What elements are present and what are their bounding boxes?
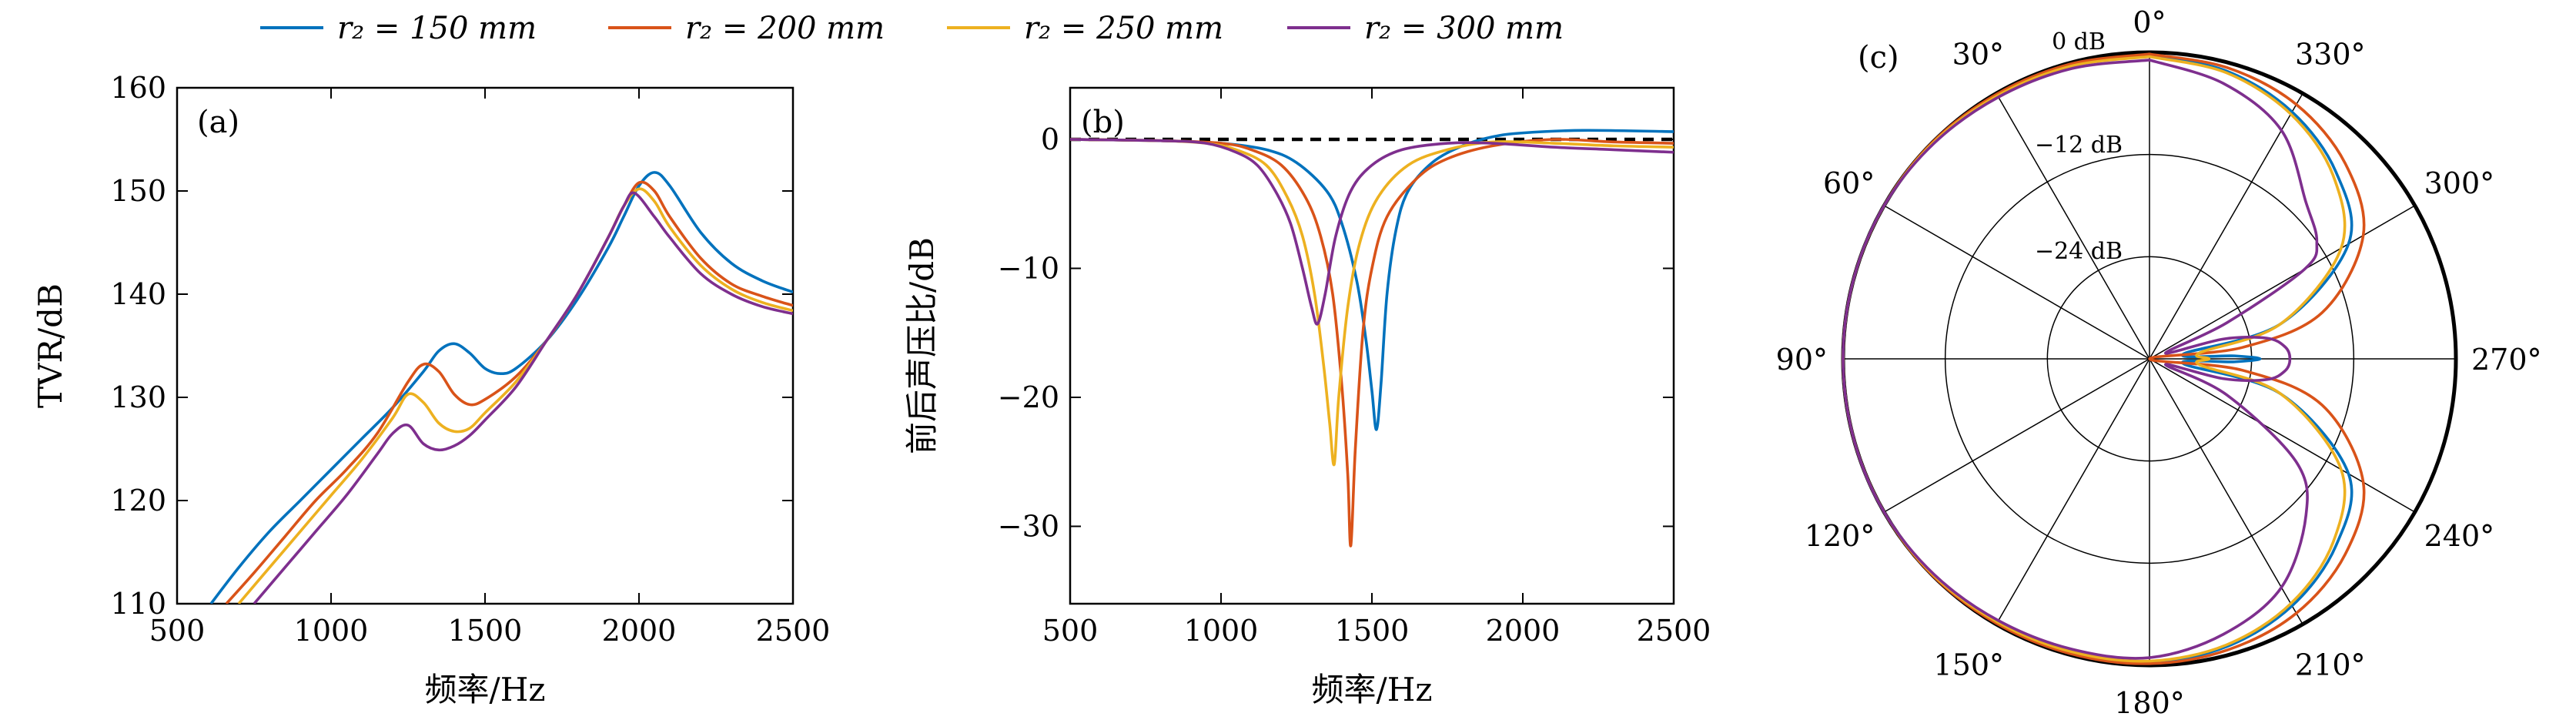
legend-label-0: r₂ = 150 mm <box>337 11 537 46</box>
series-line-0 <box>209 171 793 604</box>
panel-a-xlabel: 频率/Hz <box>425 671 546 708</box>
series-line-1 <box>1070 138 1674 548</box>
ytick-label: 160 <box>110 71 166 105</box>
polar-ring-label: −12 dB <box>2035 132 2123 159</box>
panel-c-directivity: (c) 0° 30° 60° 90° 120° 150° 180° 210° 240° 270° 3… <box>1776 5 2542 720</box>
xtick-label: 1000 <box>1184 614 1259 648</box>
panel-a-ticks: 500 1000 1500 2000 2500 110 120 130 140 150 160 <box>110 71 830 648</box>
xtick-label: 1500 <box>1335 614 1410 648</box>
polar-spoke <box>1996 358 2150 625</box>
polar-spoke <box>2149 358 2303 625</box>
xtick-label: 2000 <box>602 614 677 648</box>
polar-angle-label: 270° <box>2471 343 2542 377</box>
panel-b-label: (b) <box>1081 105 1125 140</box>
series-line-2 <box>237 187 793 604</box>
series-line-2 <box>1070 138 1674 467</box>
panel-b-series <box>1070 129 1674 548</box>
legend-label-2: r₂ = 250 mm <box>1024 11 1223 46</box>
xtick-label: 2500 <box>1637 614 1711 648</box>
polar-spoke <box>1883 358 2150 513</box>
series-line-3 <box>253 191 793 604</box>
polar-angle-label: 30° <box>1952 37 2004 71</box>
panel-c-labels: 0° 30° 60° 90° 120° 150° 180° 210° 240° 270° 300° 3… <box>1776 5 2542 720</box>
polar-spoke <box>1883 205 2150 360</box>
polar-series-3 <box>1842 59 2319 660</box>
xtick-label: 2500 <box>756 614 831 648</box>
legend-label-3: r₂ = 300 mm <box>1364 11 1564 46</box>
polar-angle-label: 180° <box>2114 686 2185 720</box>
panel-a-tvr: (a) 频率/Hz TVR/dB 500 1000 1500 2000 2500 110 1… <box>32 71 830 708</box>
legend: r₂ = 150 mm r₂ = 200 mm r₂ = 250 mm r₂ = 30… <box>260 11 1564 46</box>
xtick-label: 1000 <box>294 614 369 648</box>
polar-angle-label: 150° <box>1933 648 2004 682</box>
polar-ring-label: −24 dB <box>2035 238 2123 265</box>
ytick-label: 0 <box>1041 122 1059 156</box>
ytick-label: 130 <box>110 380 166 414</box>
polar-angle-label: 300° <box>2424 166 2495 200</box>
polar-spoke <box>2149 358 2416 513</box>
series-line-3 <box>1070 138 1674 326</box>
ytick-label: −30 <box>998 510 1059 544</box>
panel-a-ylabel: TVR/dB <box>32 283 69 408</box>
ytick-label: −10 <box>998 252 1059 286</box>
polar-angle-label: 0° <box>2133 5 2166 39</box>
panel-b-xlabel: 频率/Hz <box>1312 671 1433 708</box>
polar-angle-label: 120° <box>1805 519 1875 553</box>
series-line-0 <box>1070 129 1674 431</box>
polar-spoke <box>2149 92 2303 360</box>
polar-spoke <box>1996 92 2150 360</box>
legend-label-1: r₂ = 200 mm <box>685 11 885 46</box>
polar-angle-label: 60° <box>1823 166 1875 200</box>
panel-b-pressure-ratio: (b) 频率/Hz 前后声压比/dB 500 1000 1500 2000 2500 −3… <box>903 86 1711 708</box>
panel-b-ylabel: 前后声压比/dB <box>903 237 941 454</box>
panel-a-series <box>209 171 793 604</box>
polar-angle-label: 210° <box>2295 648 2366 682</box>
polar-ring-label: 0 dB <box>2052 28 2106 55</box>
panel-a-frame <box>176 86 795 605</box>
polar-angle-label: 90° <box>1776 343 1828 377</box>
series-line-1 <box>225 180 793 604</box>
ytick-label: 150 <box>110 174 166 208</box>
xtick-label: 500 <box>149 614 206 648</box>
xtick-label: 2000 <box>1486 614 1561 648</box>
panel-a-label: (a) <box>197 105 239 140</box>
polar-angle-label: 240° <box>2424 519 2495 553</box>
ytick-label: −20 <box>998 380 1059 414</box>
panel-c-label: (c) <box>1858 40 1899 75</box>
ytick-label: 140 <box>110 277 166 311</box>
xtick-label: 500 <box>1042 614 1099 648</box>
xtick-label: 1500 <box>448 614 523 648</box>
ytick-label: 110 <box>110 587 166 621</box>
panel-c-series <box>1842 52 2366 665</box>
polar-spoke <box>2149 205 2416 360</box>
ytick-label: 120 <box>110 484 166 517</box>
panel-b-ticks: 500 1000 1500 2000 2500 −30 −20 −10 0 <box>998 88 1711 648</box>
polar-angle-label: 330° <box>2295 37 2366 71</box>
